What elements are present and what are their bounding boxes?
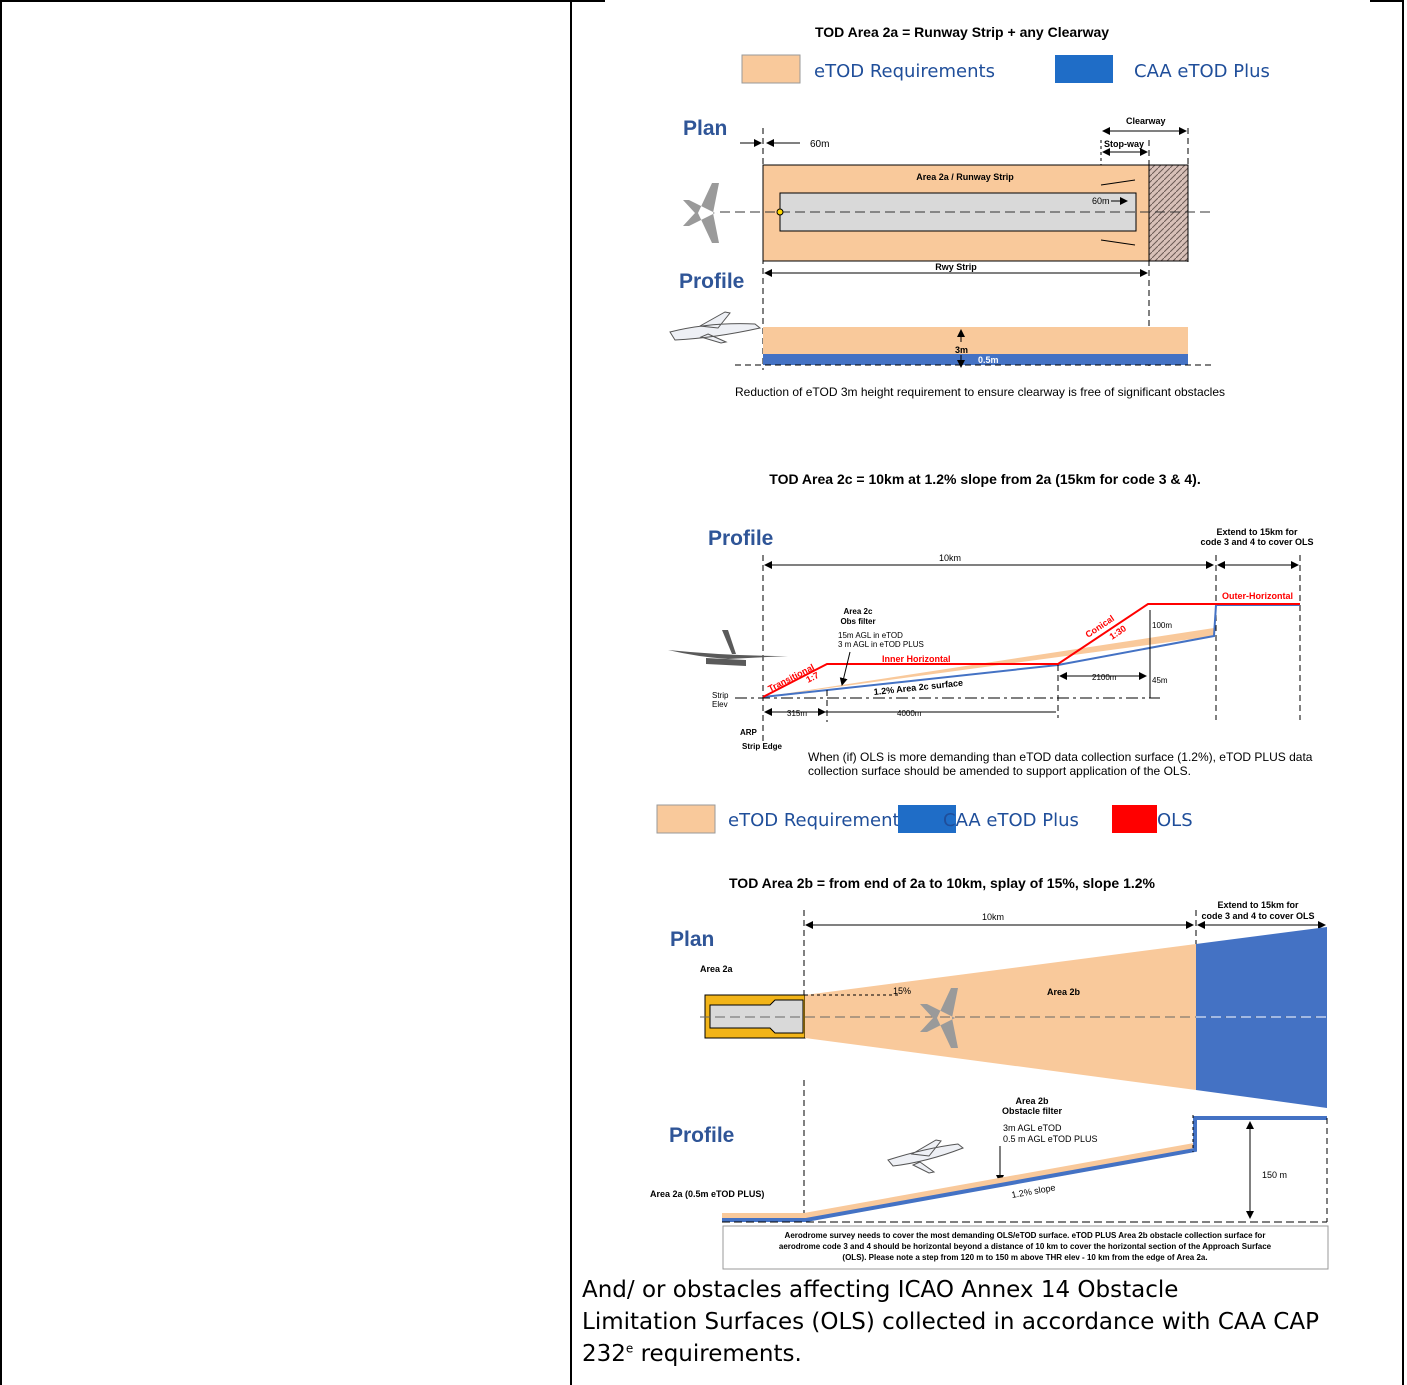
extend-note-2b-2: code 3 and 4 to cover OLS bbox=[1201, 911, 1314, 921]
legend-swatch-plus bbox=[1055, 55, 1113, 83]
dim-100m: 100m bbox=[1152, 621, 1172, 630]
stopway-label: Stop-way bbox=[1104, 139, 1144, 149]
area-2a-profile-label: Area 2a (0.5m eTOD PLUS) bbox=[650, 1189, 764, 1199]
area-2c-title: TOD Area 2c = 10km at 1.2% slope from 2a… bbox=[769, 471, 1200, 487]
plan-label: Plan bbox=[683, 117, 727, 140]
legend-swatch-etod bbox=[741, 54, 801, 84]
obs-filter-3: 15m AGL in eTOD bbox=[838, 631, 903, 640]
area-2c-caption-2: collection surface should be amended to … bbox=[808, 764, 1191, 778]
etod-slope bbox=[763, 628, 1214, 697]
area-2c-caption-1: When (if) OLS is more demanding than eTO… bbox=[808, 750, 1313, 764]
conical-slope: 1:30 bbox=[1108, 623, 1129, 641]
dim-315m: 315m bbox=[787, 709, 807, 718]
airplane-profile-icon bbox=[669, 311, 762, 344]
legend-label-plus: CAA eTOD Plus bbox=[1134, 61, 1270, 82]
legend-swatch-plus-2c bbox=[898, 805, 956, 833]
footer-paragraph: And/ or obstacles affecting ICAO Annex 1… bbox=[582, 1274, 1372, 1370]
top-border-left bbox=[570, 0, 605, 2]
area-2a-title: TOD Area 2a = Runway Strip + any Clearwa… bbox=[815, 24, 1109, 40]
note-box bbox=[722, 1225, 1329, 1270]
dim-60m-inner: 60m bbox=[1092, 196, 1110, 206]
extend-note-2b-1: Extend to 15km for bbox=[1217, 900, 1299, 910]
dim-10km-2c: 10km bbox=[939, 553, 961, 563]
runway bbox=[779, 192, 1137, 232]
profile-label-2b: Profile bbox=[669, 1124, 734, 1147]
right-table-cell bbox=[570, 0, 1404, 1385]
legend-label-ols: OLS bbox=[1157, 810, 1193, 831]
legend-label-plus-2c: CAA eTOD Plus bbox=[943, 810, 1079, 831]
etod-plus-surface bbox=[763, 354, 1188, 365]
area-2a-caption: Reduction of eTOD 3m height requirement … bbox=[735, 385, 1225, 399]
rwy-strip-label: Rwy Strip bbox=[935, 262, 977, 272]
extend-note-2: code 3 and 4 to cover OLS bbox=[1200, 537, 1313, 547]
note-2: aerodrome code 3 and 4 should be horizon… bbox=[779, 1242, 1272, 1251]
etod-plus-profile bbox=[722, 1116, 1327, 1222]
dim-10km-2b: 10km bbox=[982, 912, 1004, 922]
arp-label: ARP bbox=[740, 728, 758, 737]
filter-3: 3m AGL eTOD bbox=[1003, 1123, 1062, 1133]
dim-2100m: 2100m bbox=[1092, 673, 1117, 682]
footer-line-1: And/ or obstacles affecting ICAO Annex 1… bbox=[582, 1277, 1179, 1303]
legend-swatch-ols bbox=[1112, 805, 1157, 833]
airplane-profile-2b-icon bbox=[887, 1139, 964, 1174]
inner-horizontal-label: Inner Horizontal bbox=[882, 654, 951, 664]
filter-2: Obstacle filter bbox=[1002, 1106, 1063, 1116]
footer-line-3: 232e requirements. bbox=[582, 1338, 1372, 1370]
plan-label-2b: Plan bbox=[670, 928, 714, 951]
clearway-area bbox=[1148, 164, 1189, 262]
legend-label-etod-2c: eTOD Requirements bbox=[728, 810, 909, 831]
airplane-plan-2b-icon bbox=[920, 988, 958, 1048]
slope-label: 1.2% slope bbox=[1011, 1182, 1057, 1200]
obs-filter-2: Obs filter bbox=[840, 617, 875, 626]
dim-05m: 0.5m bbox=[978, 355, 999, 365]
left-table-cell bbox=[0, 0, 570, 1385]
clearway-label: Clearway bbox=[1126, 116, 1166, 126]
dim-45m: 45m bbox=[1152, 676, 1168, 685]
note-3: (OLS). Please note a step from 120 m to … bbox=[842, 1253, 1207, 1262]
dim-3m: 3m bbox=[955, 345, 968, 355]
outer-horizontal-label: Outer-Horizontal bbox=[1222, 591, 1293, 601]
area-2b-diagram: TOD Area 2b = from end of 2a to 10km, sp… bbox=[650, 875, 1329, 1270]
strip-label: Area 2a / Runway Strip bbox=[916, 172, 1014, 182]
area-2c-diagram: TOD Area 2c = 10km at 1.2% slope from 2a… bbox=[656, 471, 1314, 834]
splay-label: 15% bbox=[893, 986, 911, 996]
strip-elev-1: Strip bbox=[712, 691, 729, 700]
profile-label: Profile bbox=[679, 270, 744, 293]
ols-line bbox=[762, 603, 1300, 698]
dim-60m: 60m bbox=[810, 139, 829, 150]
obs-filter-1: Area 2c bbox=[844, 607, 873, 616]
footer-tail: requirements. bbox=[633, 1341, 802, 1367]
etod-surface bbox=[763, 327, 1188, 354]
area-2a-label: Area 2a bbox=[700, 964, 734, 974]
airplane-plan-icon bbox=[683, 183, 719, 243]
filter-4: 0.5 m AGL eTOD PLUS bbox=[1003, 1134, 1098, 1144]
top-border-right bbox=[1370, 0, 1404, 2]
dim-150m: 150 m bbox=[1262, 1170, 1287, 1180]
footnote-marker[interactable]: e bbox=[625, 1341, 634, 1356]
obs-filter-4: 3 m AGL in eTOD PLUS bbox=[838, 640, 924, 649]
legend-label-etod: eTOD Requirements bbox=[814, 61, 995, 82]
filter-1: Area 2b bbox=[1015, 1096, 1049, 1106]
legend-swatch-etod-2c bbox=[656, 804, 716, 834]
dim-4000m: 4000m bbox=[897, 709, 922, 718]
note-1: Aerodrome survey needs to cover the most… bbox=[785, 1231, 1266, 1240]
area-2b-label: Area 2b bbox=[1047, 987, 1081, 997]
area-2b-title: TOD Area 2b = from end of 2a to 10km, sp… bbox=[729, 875, 1156, 891]
footer-line-2: Limitation Surfaces (OLS) collected in a… bbox=[582, 1309, 1319, 1335]
profile-label-2c: Profile bbox=[708, 527, 773, 550]
extend-note-1: Extend to 15km for bbox=[1216, 527, 1298, 537]
area-2a-diagram: TOD Area 2a = Runway Strip + any Clearwa… bbox=[669, 24, 1270, 399]
strip-edge-label: Strip Edge bbox=[742, 742, 783, 751]
footer-ref: 232 bbox=[582, 1341, 626, 1367]
airplane-front-icon bbox=[668, 630, 788, 666]
strip-elev-2: Elev bbox=[712, 700, 728, 709]
